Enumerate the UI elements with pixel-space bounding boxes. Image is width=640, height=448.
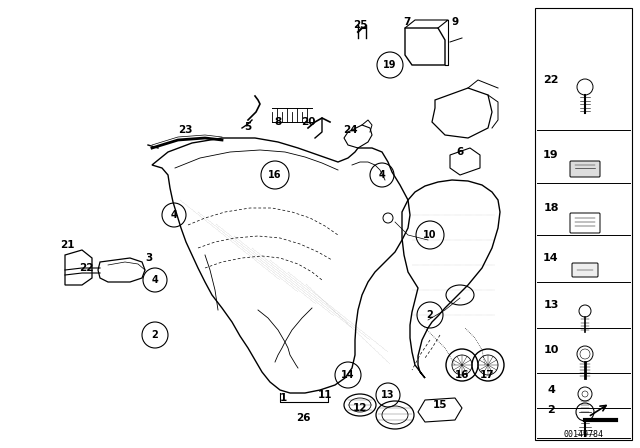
Text: 13: 13 [543, 300, 559, 310]
Text: 25: 25 [353, 20, 367, 30]
Text: 4: 4 [171, 210, 177, 220]
Text: 4: 4 [379, 170, 385, 180]
Text: 24: 24 [342, 125, 357, 135]
Text: 22: 22 [79, 263, 93, 273]
Text: 2: 2 [152, 330, 158, 340]
FancyBboxPatch shape [570, 213, 600, 233]
Text: 2: 2 [547, 405, 555, 415]
Text: 4: 4 [547, 385, 555, 395]
Text: 21: 21 [60, 240, 74, 250]
Text: 18: 18 [543, 203, 559, 213]
Text: 9: 9 [451, 17, 459, 27]
FancyBboxPatch shape [570, 161, 600, 177]
Text: 10: 10 [543, 345, 559, 355]
Text: 5: 5 [244, 122, 252, 132]
Text: 22: 22 [543, 75, 559, 85]
Text: 19: 19 [383, 60, 397, 70]
Text: 3: 3 [145, 253, 152, 263]
Text: 1: 1 [280, 393, 287, 403]
Text: 14: 14 [543, 253, 559, 263]
Text: 7: 7 [403, 17, 411, 27]
Text: 6: 6 [456, 147, 463, 157]
Text: 16: 16 [268, 170, 282, 180]
Text: 12: 12 [353, 403, 367, 413]
Text: 10: 10 [423, 230, 436, 240]
FancyBboxPatch shape [535, 8, 632, 440]
Text: 17: 17 [480, 370, 494, 380]
Text: 4: 4 [152, 275, 158, 285]
Text: 00149784: 00149784 [563, 430, 603, 439]
Text: 20: 20 [301, 117, 316, 127]
Text: 13: 13 [381, 390, 395, 400]
Text: 23: 23 [178, 125, 192, 135]
Text: 26: 26 [296, 413, 310, 423]
FancyBboxPatch shape [572, 263, 598, 277]
Text: 19: 19 [543, 150, 559, 160]
Text: 8: 8 [275, 117, 282, 127]
Text: 2: 2 [427, 310, 433, 320]
Text: 11: 11 [317, 390, 332, 400]
Text: 15: 15 [433, 400, 447, 410]
Text: 16: 16 [455, 370, 469, 380]
Text: 14: 14 [341, 370, 355, 380]
